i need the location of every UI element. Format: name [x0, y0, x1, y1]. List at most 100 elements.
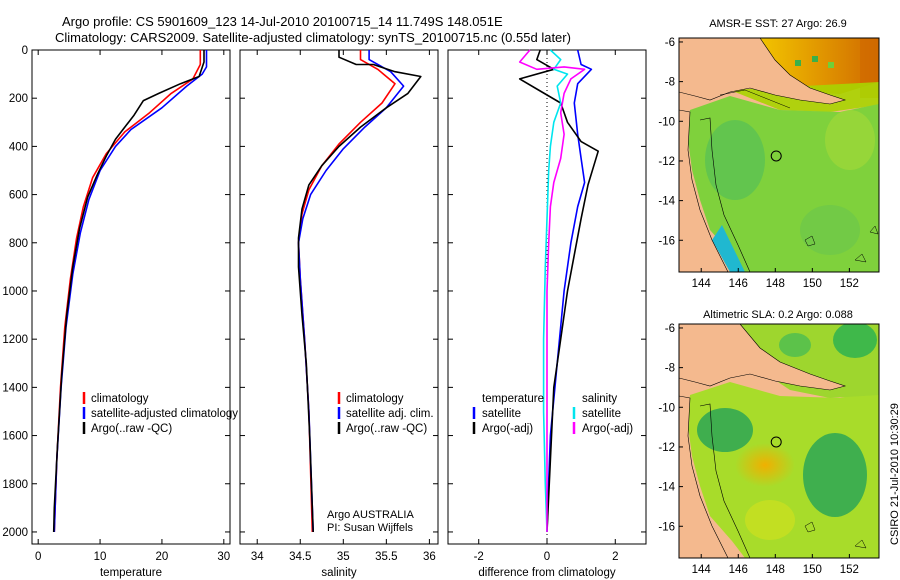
legend-satellite: satellite adj. clim.: [346, 408, 434, 420]
map-y-tick-label: -12: [658, 442, 675, 454]
y-tick-label: 1800: [2, 479, 28, 491]
temperature-xlabel: temperature: [100, 567, 162, 579]
salinity-axes-box: [239, 49, 439, 545]
sst-island: [854, 253, 867, 263]
series-line-argo-raw-qc-: [52, 50, 205, 533]
sst-australia-land: [679, 109, 729, 272]
salinity-legend: climatology satellite adj. clim. Argo(..…: [337, 392, 434, 435]
sla-australia-land: [679, 395, 729, 558]
side-credit-label: CSIRO 21-Jul-2010 10:30:29: [889, 403, 900, 545]
map-x-tick-label: 150: [803, 278, 822, 290]
y-tick-label: 2000: [2, 527, 28, 539]
sst-map-title: AMSR-E SST: 27 Argo: 26.9: [709, 18, 847, 30]
map-y-tick-label: -16: [658, 521, 675, 533]
legend-temperature-header: temperature: [482, 393, 544, 405]
sla-png-land: [679, 324, 847, 391]
series-line-salinity-satellite: [542, 49, 569, 533]
y-tick-label: 600: [9, 190, 28, 202]
sst-speck: [812, 56, 818, 62]
sst-speck: [795, 60, 801, 66]
x-tick-label: 36: [423, 551, 436, 563]
map-y-tick-label: -6: [665, 37, 675, 49]
sst-isobath: [699, 117, 751, 272]
sla-map: Altimetric SLA: 0.2 Argo: 0.088 144 146 14…: [658, 309, 880, 576]
sst-warm-patch: [825, 110, 875, 170]
y-tick-label: 400: [9, 141, 28, 153]
difference-legend: temperature salinity satellite Argo(-adj…: [472, 393, 633, 435]
sla-low-patch-4: [803, 433, 867, 517]
legend-climatology: climatology: [346, 393, 404, 405]
x-tick-label: -2: [474, 551, 484, 563]
legend-temp-argo: Argo(-adj): [482, 423, 533, 435]
temperature-legend: climatology satellite-adjusted climatolo…: [82, 392, 238, 435]
x-tick-label: 34.5: [289, 551, 311, 563]
y-tick-label: 0: [22, 45, 28, 57]
y-tick-label: 1400: [2, 382, 28, 394]
x-tick-label: 20: [156, 551, 169, 563]
legend-climatology: climatology: [91, 393, 149, 405]
series-line-salinity-argo-adj-: [518, 49, 586, 532]
map-x-tick-label: 144: [692, 278, 712, 290]
map-y-tick-label: -14: [658, 196, 675, 208]
sst-argo-location-marker: [770, 150, 782, 162]
argo-annotation-1: Argo AUSTRALIA: [327, 509, 414, 521]
map-y-tick-label: -16: [658, 235, 675, 247]
legend-salinity-header: salinity: [582, 393, 617, 405]
map-x-tick-label: 150: [803, 564, 822, 576]
x-tick-label: 35.5: [375, 551, 397, 563]
sst-speck: [828, 62, 834, 68]
map-y-tick-label: -14: [658, 482, 675, 494]
sst-cool-patch-2: [800, 205, 860, 255]
map-y-tick-label: -10: [658, 402, 675, 414]
title-line-1: Argo profile: CS 5901609_123 14-Jul-2010…: [62, 14, 503, 29]
map-x-tick-label: 146: [729, 564, 748, 576]
sst-island: [804, 235, 816, 247]
sla-isobath: [699, 403, 751, 558]
x-tick-label: 34: [251, 551, 264, 563]
x-tick-label: 0: [544, 551, 550, 563]
map-y-tick-label: -10: [658, 116, 675, 128]
sst-island: [869, 225, 879, 235]
sst-png-land: [679, 38, 847, 105]
sst-isobath-2: [719, 89, 791, 109]
map-x-tick-label: 148: [766, 564, 785, 576]
x-tick-label: 2: [612, 551, 618, 563]
series-line-temperature-argo-adj-: [518, 49, 600, 533]
sla-low-patch: [833, 324, 877, 358]
legend-temp-satellite: satellite: [482, 408, 521, 420]
map-y-tick-label: -8: [665, 363, 675, 375]
sla-island: [804, 521, 816, 533]
y-tick-label: 1600: [2, 431, 28, 443]
y-tick-label: 1000: [2, 286, 28, 298]
x-tick-label: 0: [35, 551, 41, 563]
sst-shelf: [712, 225, 745, 272]
sst-cool-patch: [705, 120, 765, 200]
sla-low-patch-3: [697, 408, 753, 452]
argo-annotation-2: PI: Susan Wijffels: [327, 522, 413, 534]
sla-argo-location-marker: [770, 436, 782, 448]
salinity-panel: 34 34.5 35 35.5 36 salinity climatology sate…: [239, 49, 439, 579]
sst-map-frame: [678, 37, 880, 273]
title-line-2: Climatology: CARS2009. Satellite-adjuste…: [55, 30, 571, 45]
x-tick-label: 10: [94, 551, 107, 563]
sst-map: AMSR-E SST: 27 Argo: 26.9: [658, 18, 880, 290]
temperature-panel: 0 200 400 600 800 1000 1200 1400 1600 1800 2000 0 1…: [2, 45, 238, 579]
series-line-satellite-adj-clim-: [297, 50, 405, 533]
legend-satellite: satellite-adjusted climatology: [91, 408, 238, 420]
sla-island: [854, 539, 867, 549]
map-x-tick-label: 148: [766, 278, 785, 290]
map-y-tick-label: -8: [665, 77, 675, 89]
x-tick-label: 30: [217, 551, 230, 563]
sla-map-frame: [678, 323, 880, 559]
sla-high-patch: [735, 443, 795, 487]
map-y-tick-label: -6: [665, 323, 675, 335]
map-x-tick-label: 152: [840, 564, 859, 576]
x-tick-label: 35: [337, 551, 350, 563]
y-tick-label: 1200: [2, 334, 28, 346]
temperature-axes-box: [31, 49, 231, 545]
salinity-xlabel: salinity: [321, 567, 356, 579]
legend-argo: Argo(..raw -QC): [346, 423, 427, 435]
sla-high-patch-2: [745, 500, 795, 540]
difference-xlabel: difference from climatology: [478, 567, 615, 579]
